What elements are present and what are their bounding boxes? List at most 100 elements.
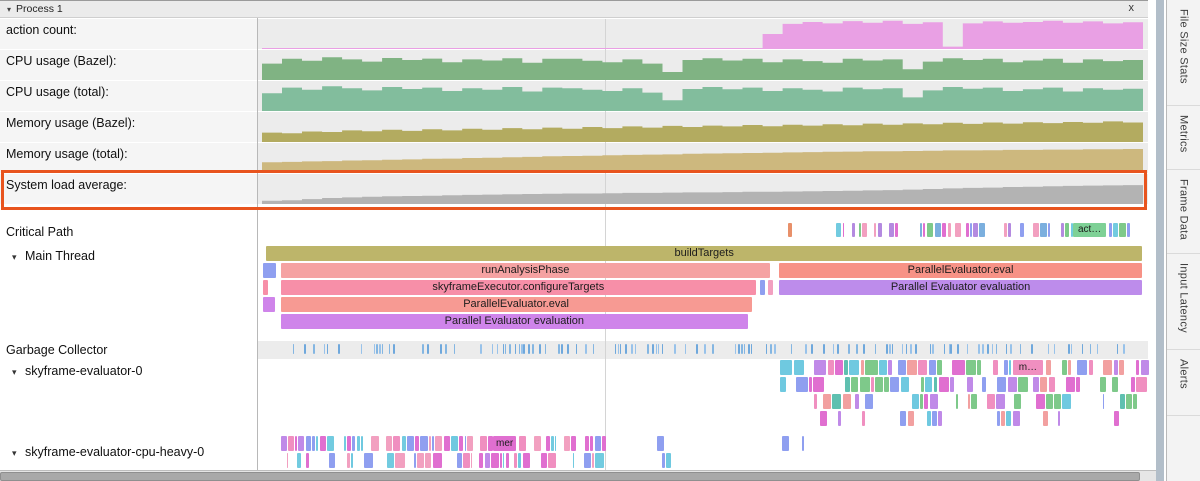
slice[interactable] xyxy=(305,436,311,451)
panel-drag-handle[interactable] xyxy=(1156,0,1164,481)
slice[interactable] xyxy=(387,453,395,468)
slice[interactable] xyxy=(856,344,858,354)
slice[interactable] xyxy=(943,344,946,354)
gc-chart-area[interactable] xyxy=(258,341,1148,359)
slice[interactable] xyxy=(533,436,542,451)
slice[interactable] xyxy=(499,453,502,468)
slice[interactable] xyxy=(874,377,884,392)
slice[interactable] xyxy=(414,453,417,468)
slice-parallelevaluator-eval[interactable]: ParallelEvaluator.eval xyxy=(280,297,752,312)
slice[interactable] xyxy=(712,344,714,354)
slice[interactable] xyxy=(790,344,793,354)
collapse-icon[interactable]: ▾ xyxy=(12,448,17,458)
slice-act-[interactable]: act… xyxy=(1073,223,1106,237)
slice[interactable] xyxy=(995,344,998,354)
slice[interactable] xyxy=(647,344,649,354)
slice[interactable] xyxy=(417,453,424,468)
slice[interactable] xyxy=(897,360,907,375)
slice[interactable] xyxy=(922,223,926,237)
slice[interactable] xyxy=(1126,394,1132,409)
slice[interactable] xyxy=(657,344,660,354)
slice[interactable] xyxy=(811,344,813,354)
slice[interactable] xyxy=(1067,360,1071,375)
slice[interactable] xyxy=(1136,377,1148,392)
slice[interactable] xyxy=(982,377,986,392)
slice[interactable] xyxy=(805,344,807,354)
slice[interactable] xyxy=(496,344,498,354)
slice[interactable] xyxy=(923,394,929,409)
horizontal-scrollbar-thumb[interactable] xyxy=(0,472,1140,481)
slice[interactable] xyxy=(750,344,753,354)
slice[interactable] xyxy=(920,223,922,237)
slice[interactable] xyxy=(891,344,894,354)
track-label-divider[interactable] xyxy=(257,18,258,470)
slice[interactable] xyxy=(443,436,451,451)
slice[interactable] xyxy=(827,360,835,375)
slice[interactable] xyxy=(589,436,594,451)
track-header-skyframe-evaluator-0[interactable]: ▾ skyframe-evaluator-0 xyxy=(0,360,258,428)
skyframe-evaluator-0-chart-area[interactable]: m… xyxy=(258,360,1150,428)
slice[interactable] xyxy=(1012,411,1020,426)
slice[interactable] xyxy=(743,344,746,354)
slice[interactable] xyxy=(1112,223,1119,237)
slice[interactable] xyxy=(878,360,887,375)
slice[interactable] xyxy=(938,377,950,392)
slice[interactable] xyxy=(393,436,401,451)
slice[interactable] xyxy=(287,453,289,468)
slice[interactable] xyxy=(294,436,297,451)
slice-parallel-evaluator-evaluation[interactable]: Parallel Evaluator evaluation xyxy=(280,314,749,329)
slice[interactable] xyxy=(381,344,384,354)
slice[interactable] xyxy=(424,453,432,468)
slice[interactable] xyxy=(420,436,428,451)
slice[interactable] xyxy=(594,453,604,468)
slice[interactable] xyxy=(796,377,808,392)
slice[interactable] xyxy=(835,360,843,375)
slice[interactable] xyxy=(1119,360,1124,375)
slice[interactable] xyxy=(1070,223,1074,237)
slice[interactable] xyxy=(741,344,743,354)
slice[interactable] xyxy=(905,344,908,354)
slice[interactable] xyxy=(395,453,405,468)
slice[interactable] xyxy=(850,377,859,392)
slice[interactable] xyxy=(780,377,787,392)
slice[interactable] xyxy=(991,344,994,354)
slice[interactable] xyxy=(950,377,955,392)
slice[interactable] xyxy=(871,377,874,392)
slice[interactable] xyxy=(351,453,354,468)
slice[interactable] xyxy=(1007,377,1018,392)
slice[interactable] xyxy=(1103,360,1113,375)
slice[interactable] xyxy=(619,344,622,354)
slice[interactable] xyxy=(547,453,557,468)
slice[interactable] xyxy=(262,263,276,278)
slice-parallelevaluator-eval[interactable]: ParallelEvaluator.eval xyxy=(779,263,1142,278)
slice[interactable] xyxy=(1042,411,1048,426)
slice[interactable] xyxy=(1062,360,1067,375)
slice[interactable] xyxy=(997,377,1007,392)
slice[interactable] xyxy=(915,344,917,354)
slice[interactable] xyxy=(996,394,1006,409)
slice[interactable] xyxy=(861,411,865,426)
slice[interactable] xyxy=(539,344,541,354)
slice[interactable] xyxy=(965,360,977,375)
slice[interactable] xyxy=(1008,223,1012,237)
slice-buildtargets[interactable]: buildTargets xyxy=(266,246,1142,261)
slice[interactable] xyxy=(634,344,637,354)
slice[interactable] xyxy=(925,377,933,392)
slice[interactable] xyxy=(551,436,554,451)
slice[interactable] xyxy=(1001,411,1006,426)
slice[interactable] xyxy=(401,436,406,451)
slice[interactable] xyxy=(887,360,893,375)
slice[interactable] xyxy=(997,411,1000,426)
slice[interactable] xyxy=(819,411,827,426)
slice[interactable] xyxy=(1046,360,1051,375)
slice[interactable] xyxy=(978,344,980,354)
slice[interactable] xyxy=(948,344,950,354)
slice[interactable] xyxy=(666,453,671,468)
slice[interactable] xyxy=(563,436,570,451)
slice[interactable] xyxy=(926,223,934,237)
slice[interactable] xyxy=(631,344,633,354)
slice[interactable] xyxy=(813,360,827,375)
slice[interactable] xyxy=(1019,223,1025,237)
slice[interactable] xyxy=(901,344,904,354)
slice[interactable] xyxy=(759,280,765,295)
